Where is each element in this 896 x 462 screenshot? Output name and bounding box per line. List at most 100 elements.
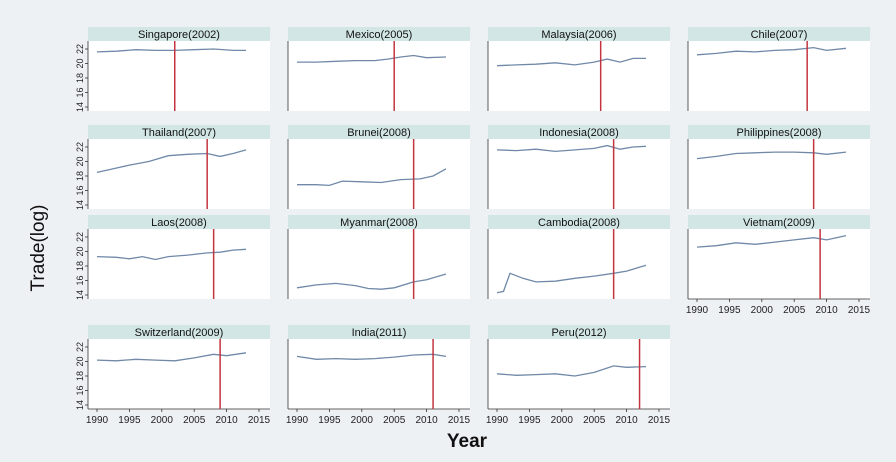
panel-strip (688, 215, 870, 229)
panel-strip (88, 27, 270, 41)
panel-title: Switzerland(2009) (135, 327, 224, 339)
series-line (96, 248, 247, 261)
y-tick-label: 22 (75, 342, 85, 352)
panel-title: Vietnam(2009) (743, 217, 815, 229)
series-line (297, 54, 447, 63)
panel: Indonesia(2008) (487, 125, 670, 209)
panel-grid: Singapore(2002) 14 16 18 20 22 Mexico(2005) Mal… (75, 27, 871, 426)
panel-title: Chile(2007) (751, 29, 808, 41)
x-tick-label: 2005 (783, 305, 806, 316)
series-line (96, 149, 247, 174)
panel-strip (688, 27, 870, 41)
panel-plot-area (488, 339, 670, 409)
panel-plot-area (288, 139, 470, 209)
series-line (296, 353, 447, 360)
panel-strip (488, 325, 670, 339)
panel: India(2011) 1990 1995 2000 2005 2010 2015 (286, 325, 471, 426)
x-tick-label: 2010 (615, 415, 638, 426)
panel-plot-area (488, 41, 670, 111)
panel-plot-area (88, 41, 270, 111)
panel-strip (288, 215, 470, 229)
panel: Brunei(2008) (287, 125, 470, 209)
panel-title: Cambodia(2008) (538, 217, 620, 229)
panel-plot-area (288, 41, 470, 111)
y-tick-label: 20 (75, 156, 85, 166)
x-tick-label: 2005 (583, 415, 606, 426)
x-axis-label: Year (447, 431, 488, 452)
x-tick-label: 2015 (848, 305, 871, 316)
y-tick-label: 14 (75, 102, 85, 112)
panel-title: Brunei(2008) (347, 127, 411, 139)
panel-strip (288, 125, 470, 139)
panel-strip (88, 125, 270, 139)
series-line (496, 365, 647, 377)
panel-title: Indonesia(2008) (539, 127, 619, 139)
y-tick-label: 22 (75, 142, 85, 152)
x-tick-label: 2015 (248, 415, 271, 426)
panel: Vietnam(2009) 1990 1995 2000 2005 2010 2015 (686, 215, 871, 316)
x-tick-label: 1990 (286, 415, 309, 426)
y-tick-label: 22 (75, 44, 85, 54)
panel-title: Myanmar(2008) (340, 217, 418, 229)
series-line (496, 57, 646, 67)
x-tick-label: 2010 (415, 415, 438, 426)
y-tick-label: 16 (75, 87, 85, 97)
panel-plot-area (688, 41, 870, 111)
panel: Chile(2007) (687, 27, 870, 111)
x-tick-label: 2015 (648, 415, 671, 426)
y-tick-label: 14 (75, 290, 85, 300)
panel-plot-area (488, 229, 670, 299)
panel: Switzerland(2009) 14 16 18 20 22 1990 1995 2000 2… (75, 325, 271, 426)
panel: Myanmar(2008) (287, 215, 470, 299)
panel-title: Malaysia(2006) (541, 29, 616, 41)
y-tick-label: 14 (75, 200, 85, 210)
x-tick-label: 2000 (751, 305, 774, 316)
y-tick-label: 16 (75, 385, 85, 395)
y-tick-label: 16 (75, 275, 85, 285)
panel-plot-area (688, 139, 870, 209)
panel-strip (488, 215, 670, 229)
panel-strip (488, 125, 670, 139)
panel-plot-area (288, 339, 470, 409)
panel-plot-area (688, 229, 870, 299)
series-line (696, 46, 847, 56)
panel-plot-area (88, 339, 270, 409)
x-tick-label: 1990 (86, 415, 109, 426)
panel-strip (88, 325, 270, 339)
panel-strip (88, 215, 270, 229)
x-tick-label: 1995 (118, 415, 141, 426)
y-tick-label: 20 (75, 246, 85, 256)
y-axis-label: Trade(log) (28, 205, 49, 292)
series-line (696, 151, 847, 160)
panel-title: Peru(2012) (551, 327, 606, 339)
panel: Singapore(2002) 14 16 18 20 22 (75, 27, 270, 112)
y-tick-label: 20 (75, 58, 85, 68)
x-tick-label: 2000 (151, 415, 174, 426)
y-tick-label: 14 (75, 400, 85, 410)
series-line (496, 144, 647, 153)
x-tick-label: 2000 (551, 415, 574, 426)
y-tick-label: 18 (75, 371, 85, 381)
x-tick-label: 2005 (183, 415, 206, 426)
panel-plot-area (88, 229, 270, 299)
panel: Malaysia(2006) (487, 27, 670, 111)
panel: Mexico(2005) (287, 27, 470, 111)
panel: Thailand(2007) 14 16 18 20 22 (75, 125, 270, 210)
panel-strip (488, 27, 670, 41)
panel: Peru(2012) 1990 1995 2000 2005 2010 2015 (486, 325, 671, 426)
panel-plot-area (288, 229, 470, 299)
panel-title: Mexico(2005) (346, 29, 413, 41)
panel-title: Thailand(2007) (142, 127, 216, 139)
series-line (297, 168, 447, 187)
x-tick-label: 1995 (718, 305, 741, 316)
panel-title: Singapore(2002) (138, 29, 220, 41)
x-tick-label: 2005 (383, 415, 406, 426)
panel: Cambodia(2008) (487, 215, 670, 299)
x-tick-label: 1990 (686, 305, 709, 316)
series-line (296, 273, 447, 290)
y-tick-label: 18 (75, 171, 85, 181)
series-line (96, 352, 247, 362)
y-tick-label: 22 (75, 232, 85, 242)
panel-title: India(2011) (352, 327, 407, 339)
